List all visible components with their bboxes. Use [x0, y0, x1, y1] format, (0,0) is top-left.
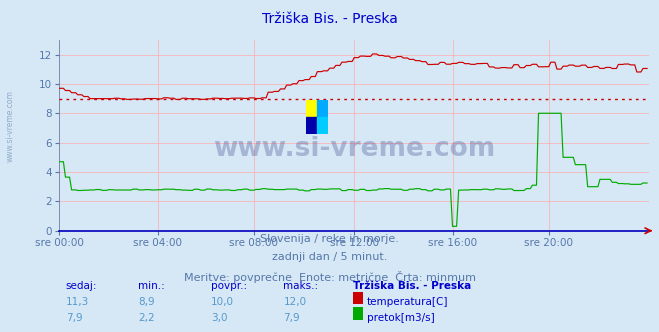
Text: 8,9: 8,9 — [138, 297, 155, 307]
Bar — [317, 117, 328, 134]
Bar — [306, 117, 317, 134]
Bar — [317, 100, 328, 117]
Text: Meritve: povprečne  Enote: metrične  Črta: minmum: Meritve: povprečne Enote: metrične Črta:… — [183, 271, 476, 283]
Text: pretok[m3/s]: pretok[m3/s] — [367, 313, 435, 323]
Text: maks.:: maks.: — [283, 281, 318, 290]
Text: 7,9: 7,9 — [283, 313, 300, 323]
Text: povpr.:: povpr.: — [211, 281, 247, 290]
Text: zadnji dan / 5 minut.: zadnji dan / 5 minut. — [272, 252, 387, 262]
Text: www.si-vreme.com: www.si-vreme.com — [213, 136, 496, 162]
Text: 3,0: 3,0 — [211, 313, 227, 323]
Text: Slovenija / reke in morje.: Slovenija / reke in morje. — [260, 234, 399, 244]
Text: sedaj:: sedaj: — [66, 281, 98, 290]
Text: 2,2: 2,2 — [138, 313, 155, 323]
Text: www.si-vreme.com: www.si-vreme.com — [5, 90, 14, 162]
Text: min.:: min.: — [138, 281, 165, 290]
Text: 10,0: 10,0 — [211, 297, 234, 307]
Text: temperatura[C]: temperatura[C] — [367, 297, 449, 307]
Text: 12,0: 12,0 — [283, 297, 306, 307]
Text: Tržiška Bis. - Preska: Tržiška Bis. - Preska — [353, 281, 471, 290]
Text: 11,3: 11,3 — [66, 297, 89, 307]
Bar — [306, 100, 317, 117]
Text: Tržiška Bis. - Preska: Tržiška Bis. - Preska — [262, 12, 397, 26]
Text: 7,9: 7,9 — [66, 313, 82, 323]
